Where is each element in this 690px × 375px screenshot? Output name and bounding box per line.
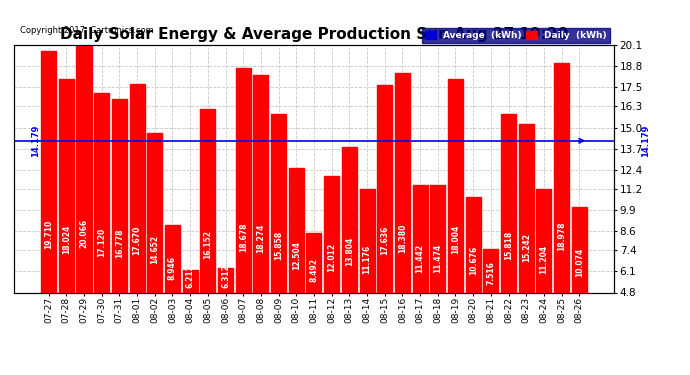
Text: 14.179: 14.179 [641,124,650,157]
Bar [77,45,92,292]
Text: 18.004: 18.004 [451,225,460,254]
Bar [413,185,428,292]
Text: 16.152: 16.152 [204,231,213,260]
Bar [359,189,375,292]
Bar [253,75,268,292]
Bar [501,114,516,292]
Bar [483,249,498,292]
Text: 12.012: 12.012 [327,242,336,272]
Bar [165,225,180,292]
Text: 11.442: 11.442 [415,244,424,273]
Text: 6.312: 6.312 [221,264,230,288]
Text: 18.274: 18.274 [257,224,266,253]
Text: 19.710: 19.710 [44,220,53,249]
Text: 13.804: 13.804 [345,237,354,266]
Bar [200,109,215,292]
Text: 10.074: 10.074 [575,248,584,277]
Text: 18.024: 18.024 [62,225,71,254]
Text: 11.204: 11.204 [540,245,549,274]
Bar [519,124,534,292]
Text: 8.492: 8.492 [309,258,319,282]
Text: 14.179: 14.179 [31,124,40,157]
Bar [306,233,322,292]
Text: 8.946: 8.946 [168,256,177,280]
Text: 17.670: 17.670 [132,226,141,255]
Text: 17.120: 17.120 [97,227,106,256]
Text: 18.978: 18.978 [557,222,566,251]
Bar [130,84,145,292]
Title: Daily Solar Energy & Average Production Sun Aug 27 19:20: Daily Solar Energy & Average Production … [60,27,568,42]
Bar [324,176,339,292]
Bar [236,68,250,292]
Bar [271,114,286,292]
Bar [536,189,551,292]
Text: 14.652: 14.652 [150,235,159,264]
Bar [395,73,410,292]
Bar [342,147,357,292]
Text: 12.504: 12.504 [292,241,301,270]
Text: 15.858: 15.858 [274,231,283,260]
Bar [147,133,162,292]
Bar [572,207,586,292]
Bar [466,198,481,292]
Text: 18.380: 18.380 [398,224,407,253]
Text: 11.176: 11.176 [362,244,371,274]
Text: Copyright 2017  Cartronics.com: Copyright 2017 Cartronics.com [20,26,154,35]
Text: 20.066: 20.066 [79,219,88,248]
Text: 18.678: 18.678 [239,223,248,252]
Bar [41,51,56,292]
Bar [431,184,445,292]
Legend: Average  (kWh), Daily  (kWh): Average (kWh), Daily (kWh) [422,28,609,43]
Bar [288,168,304,292]
Text: 7.516: 7.516 [486,261,495,285]
Bar [112,99,127,292]
Text: 10.676: 10.676 [469,246,477,275]
Text: 15.242: 15.242 [522,233,531,262]
Text: 17.636: 17.636 [380,226,389,255]
Bar [183,270,197,292]
Bar [94,93,109,292]
Bar [554,63,569,292]
Bar [59,79,74,292]
Text: 15.818: 15.818 [504,231,513,260]
Text: 11.474: 11.474 [433,244,442,273]
Bar [448,79,463,292]
Text: 16.778: 16.778 [115,228,124,258]
Text: 6.212: 6.212 [186,264,195,288]
Bar [218,268,233,292]
Bar [377,85,392,292]
